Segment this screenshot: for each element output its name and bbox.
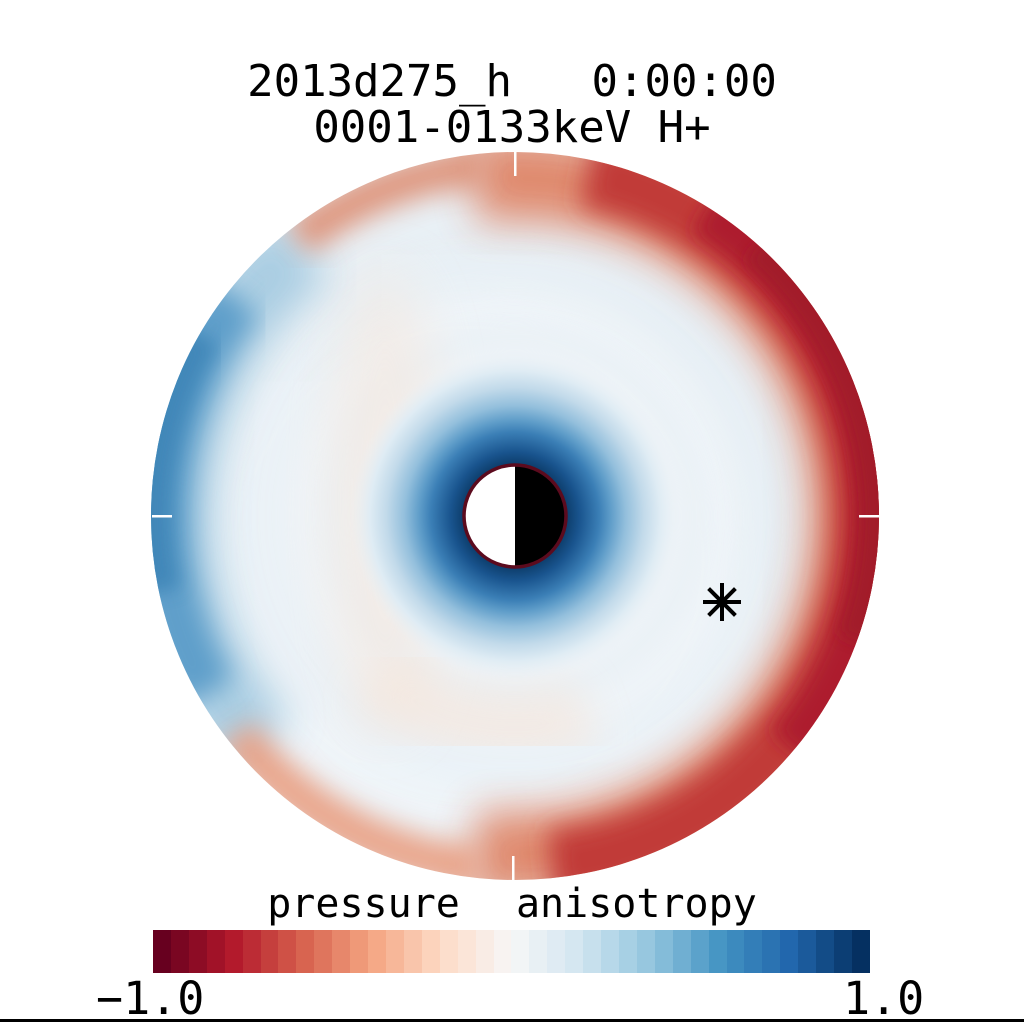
bottom-border-line: [0, 1019, 1024, 1022]
axis-tick-top: [514, 152, 517, 176]
plot-subtitle: 0001-0133keV H+: [313, 102, 711, 153]
colorbar-cell: [726, 930, 745, 973]
colorbar-cell: [188, 930, 207, 973]
axis-tick-left: [152, 515, 172, 518]
colorbar-cell: [708, 930, 727, 973]
earth-nightside: [515, 466, 565, 566]
colorbar-cell: [475, 930, 494, 973]
colorbar-cell: [816, 930, 835, 973]
colorbar: [153, 930, 870, 973]
colorbar-cell: [618, 930, 637, 973]
colorbar-cell: [457, 930, 476, 973]
colorbar-cell: [762, 930, 781, 973]
plot-title: 2013d275_h 0:00:00: [247, 56, 777, 107]
faint-ring: [252, 253, 778, 779]
earth-glyph: [462, 463, 568, 569]
colorbar-cell: [636, 930, 655, 973]
colorbar-cell: [439, 930, 458, 973]
colorbar-cell: [260, 930, 279, 973]
colorbar-cell: [565, 930, 584, 973]
salmon-band-bottom: [219, 720, 481, 880]
colorbar-cell: [206, 930, 225, 973]
colorbar-cell: [278, 930, 297, 973]
colorbar-cell: [744, 930, 763, 973]
colorbar-cell: [493, 930, 512, 973]
axis-tick-right: [859, 515, 879, 518]
colorbar-cell: [332, 930, 351, 973]
colorbar-cell: [153, 930, 171, 973]
colorbar-cell: [224, 930, 243, 973]
colorbar-cell: [385, 930, 404, 973]
colorbar-cell: [672, 930, 691, 973]
colorbar-cell: [547, 930, 566, 973]
colorbar-cell: [296, 930, 315, 973]
colorbar-cell: [314, 930, 333, 973]
colorbar-cell: [403, 930, 422, 973]
blue-band-strong: [151, 325, 219, 596]
earth-outline: [462, 463, 568, 569]
colorbar-cell: [242, 930, 261, 973]
axis-ticks: [152, 152, 879, 880]
salmon-band-top: [285, 152, 487, 255]
colorbar-cell: [601, 930, 619, 973]
colorbar-cell: [798, 930, 817, 973]
colorbar-cell: [851, 930, 870, 973]
colorbar-min-label: −1.0: [96, 972, 205, 1024]
colorbar-cell: [350, 930, 369, 973]
colorbar-cell: [511, 930, 530, 973]
colorbar-cell: [654, 930, 673, 973]
asterisk-marker-icon: [703, 583, 741, 621]
colorbar-cell: [690, 930, 709, 973]
colorbar-cell: [368, 930, 386, 973]
colorbar-cell: [170, 930, 189, 973]
colorbar-label: pressure anisotropy: [267, 881, 757, 927]
colorbar-cell: [529, 930, 548, 973]
colorbar-max-label: 1.0: [843, 972, 925, 1024]
axis-tick-bottom: [512, 856, 515, 880]
colorbar-cell: [780, 930, 799, 973]
plot-disk-field: [151, 152, 879, 880]
colorbar-cell: [834, 930, 852, 973]
colorbar-cell: [583, 930, 602, 973]
peach-wisp: [357, 649, 599, 761]
colorbar-cell: [421, 930, 440, 973]
